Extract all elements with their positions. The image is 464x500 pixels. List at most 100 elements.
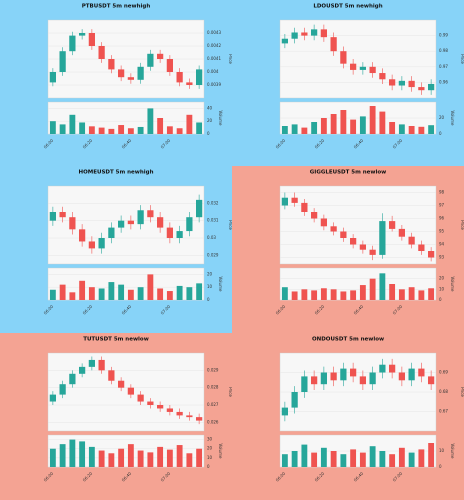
chart-title: TUTUSDT 5m newlow (83, 337, 149, 343)
candle-body (359, 66, 366, 70)
candle-body (281, 38, 288, 44)
volume-bar (418, 126, 425, 134)
volume-bar (166, 126, 173, 134)
volume-bar (281, 287, 288, 300)
y-tick-label: 93 (439, 255, 445, 260)
y2-tick-label: 10 (207, 455, 213, 460)
volume-bar (98, 450, 105, 467)
volume-bar (69, 114, 76, 134)
chart-panel: PTBUSDT 5m newhigh 0.0039 0.004 0.0041 0.004… (0, 0, 233, 166)
candle-body (408, 80, 415, 88)
candle-body (59, 212, 66, 218)
candle-body (88, 359, 95, 367)
chart-title: ONDOUSDT 5m newlow (312, 337, 384, 343)
volume-bar (108, 282, 115, 300)
y-axis-label: Price (228, 220, 233, 230)
candle-body (301, 202, 308, 212)
volume-bar (398, 289, 405, 300)
volume-bar (186, 287, 193, 300)
volume-bar (127, 444, 134, 467)
volume-bar (88, 287, 95, 300)
candle-body (98, 238, 105, 249)
candle-body (398, 228, 405, 237)
candle-body (291, 197, 298, 203)
y-tick-label: 0.004 (207, 69, 219, 74)
volume-bar (359, 116, 366, 134)
candle-body (69, 373, 76, 385)
candle-body (379, 73, 386, 80)
volume-bar (369, 446, 376, 467)
candle-body (398, 80, 405, 86)
volume-bar (166, 291, 173, 300)
candle-body (379, 364, 386, 373)
y-tick-label: 0.032 (207, 200, 219, 205)
volume-bar (98, 127, 105, 134)
candle-body (418, 368, 425, 377)
candle-body (398, 372, 405, 381)
y-axis-label: Price (460, 387, 464, 397)
y-tick-label: 0.028 (207, 385, 219, 390)
volume-bar (340, 110, 347, 134)
candle-body (196, 69, 203, 85)
volume-bar (59, 284, 66, 300)
volume-bar (59, 124, 66, 134)
y2-tick-label: 10 (439, 448, 445, 453)
candle-body (49, 72, 56, 83)
candle-body (98, 359, 105, 371)
candle-body (330, 372, 337, 381)
chart-title: LDOUSDT 5m newhigh (313, 4, 382, 10)
volume-bar (291, 291, 298, 300)
candle-body (118, 69, 125, 78)
candle-body (49, 212, 56, 221)
candle-body (428, 251, 435, 258)
volume-bar (166, 449, 173, 467)
candle-body (311, 29, 318, 36)
candle-body (79, 33, 86, 36)
volume-bar (301, 127, 308, 134)
candle-body (59, 51, 66, 72)
volume-bar (340, 291, 347, 300)
y-tick-label: 0.029 (207, 367, 219, 372)
volume-bar (98, 288, 105, 300)
volume-bar (330, 289, 337, 300)
candle-body (330, 37, 337, 52)
volume-bar (320, 118, 327, 134)
volume-bar (49, 121, 56, 134)
volume-bar (398, 447, 405, 467)
y2-axis-label: Volume (218, 111, 223, 126)
candle-body (379, 221, 386, 255)
candle-body (320, 218, 327, 227)
candle-body (428, 376, 435, 385)
candle-body (176, 72, 183, 83)
chart-title: PTBUSDT 5m newhigh (82, 4, 151, 10)
volume-bar (118, 448, 125, 467)
candle-body (137, 66, 144, 80)
candle-body (350, 238, 357, 245)
y2-tick-label: 20 (439, 115, 445, 120)
volume-bar (69, 292, 76, 300)
candle-body (166, 227, 173, 238)
candle-body (88, 33, 95, 46)
y2-axis-label: Volume (450, 111, 455, 126)
volume-bar (79, 122, 86, 134)
volume-bar (79, 280, 86, 300)
candle-body (196, 417, 203, 421)
volume-bar (49, 448, 56, 467)
candle-body (350, 63, 357, 70)
y-axis-label: Price (228, 54, 233, 64)
y2-tick-label: 0 (439, 464, 442, 469)
candle-body (137, 210, 144, 225)
candle-body (291, 32, 298, 39)
volume-bar (108, 128, 115, 134)
volume-bar (428, 288, 435, 300)
y-tick-label: 0.027 (207, 402, 219, 407)
candle-body (166, 59, 173, 72)
volume-bar (137, 287, 144, 300)
candle-body (389, 221, 396, 229)
volume-bar (88, 446, 95, 467)
candle-body (108, 370, 115, 381)
y-tick-label: 0.99 (439, 33, 448, 38)
y-tick-label: 0.67 (439, 409, 448, 414)
candle-body (79, 229, 86, 242)
